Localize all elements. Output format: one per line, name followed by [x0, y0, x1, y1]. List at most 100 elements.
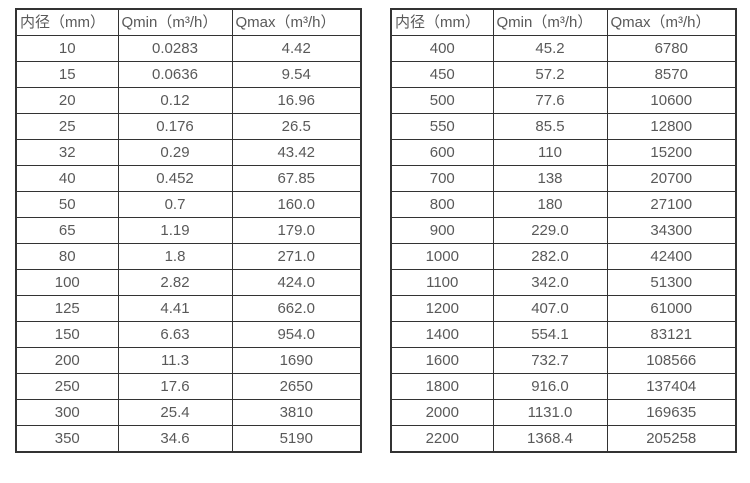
- table-cell: 5190: [231, 425, 362, 453]
- table-row: 1600 732.7 108566: [390, 347, 737, 374]
- table-row: 200 11.3 1690: [15, 347, 362, 374]
- table-cell: 34300: [606, 217, 737, 244]
- table-cell: 450: [390, 61, 494, 88]
- table-row: 1400 554.1 83121: [390, 321, 737, 348]
- table-row: 1800 916.0 137404: [390, 373, 737, 400]
- flow-table-large-diameters: 内径（mm） Qmin（m³/h） Qmax（m³/h） 400 45.2 6780…: [390, 8, 737, 453]
- table-cell: 25.4: [117, 399, 233, 426]
- table-cell: 17.6: [117, 373, 233, 400]
- table-cell: 40: [15, 165, 119, 192]
- table-cell: 25: [15, 113, 119, 140]
- table-row: 1100 342.0 51300: [390, 269, 737, 296]
- table-cell: 6.63: [117, 321, 233, 348]
- table-cell: 200: [15, 347, 119, 374]
- table-cell: 954.0: [231, 321, 362, 348]
- table-body: 400 45.2 6780 450 57.2 8570 500 77.6 10600 550 85.…: [390, 35, 737, 453]
- table-cell: 1131.0: [492, 399, 608, 426]
- table-cell: 407.0: [492, 295, 608, 322]
- table-header-row: 内径（mm） Qmin（m³/h） Qmax（m³/h）: [390, 8, 737, 36]
- table-cell: 1000: [390, 243, 494, 270]
- table-cell: 2200: [390, 425, 494, 453]
- table-cell: 80: [15, 243, 119, 270]
- table-row: 50 0.7 160.0: [15, 191, 362, 218]
- table-cell: 550: [390, 113, 494, 140]
- table-cell: 900: [390, 217, 494, 244]
- table-cell: 1400: [390, 321, 494, 348]
- table-cell: 1.19: [117, 217, 233, 244]
- table-cell: 1.8: [117, 243, 233, 270]
- table-row: 2000 1131.0 169635: [390, 399, 737, 426]
- table-cell: 85.5: [492, 113, 608, 140]
- table-cell: 110: [492, 139, 608, 166]
- table-cell: 4.42: [231, 35, 362, 62]
- table-cell: 2.82: [117, 269, 233, 296]
- flow-table-small-diameters: 内径（mm） Qmin（m³/h） Qmax（m³/h） 10 0.0283 4.4…: [15, 8, 362, 453]
- table-cell: 732.7: [492, 347, 608, 374]
- table-cell: 10600: [606, 87, 737, 114]
- table-cell: 342.0: [492, 269, 608, 296]
- table-cell: 11.3: [117, 347, 233, 374]
- table-cell: 9.54: [231, 61, 362, 88]
- table-row: 65 1.19 179.0: [15, 217, 362, 244]
- table-row: 300 25.4 3810: [15, 399, 362, 426]
- table-row: 125 4.41 662.0: [15, 295, 362, 322]
- table-row: 80 1.8 271.0: [15, 243, 362, 270]
- header-qmin: Qmin（m³/h）: [492, 8, 608, 36]
- table-cell: 10: [15, 35, 119, 62]
- table-cell: 1368.4: [492, 425, 608, 453]
- table-cell: 800: [390, 191, 494, 218]
- table-row: 2200 1368.4 205258: [390, 425, 737, 453]
- table-row: 800 180 27100: [390, 191, 737, 218]
- table-cell: 250: [15, 373, 119, 400]
- table-cell: 138: [492, 165, 608, 192]
- table-cell: 67.85: [231, 165, 362, 192]
- table-cell: 0.29: [117, 139, 233, 166]
- table-cell: 1200: [390, 295, 494, 322]
- table-row: 32 0.29 43.42: [15, 139, 362, 166]
- header-qmin: Qmin（m³/h）: [117, 8, 233, 36]
- table-row: 15 0.0636 9.54: [15, 61, 362, 88]
- table-cell: 600: [390, 139, 494, 166]
- table-cell: 0.0283: [117, 35, 233, 62]
- table-row: 550 85.5 12800: [390, 113, 737, 140]
- table-cell: 125: [15, 295, 119, 322]
- table-header-row: 内径（mm） Qmin（m³/h） Qmax（m³/h）: [15, 8, 362, 36]
- table-cell: 20700: [606, 165, 737, 192]
- table-cell: 61000: [606, 295, 737, 322]
- table-cell: 16.96: [231, 87, 362, 114]
- table-row: 250 17.6 2650: [15, 373, 362, 400]
- table-cell: 0.0636: [117, 61, 233, 88]
- table-row: 600 110 15200: [390, 139, 737, 166]
- table-body: 10 0.0283 4.42 15 0.0636 9.54 20 0.12 16.96 25 0.1…: [15, 35, 362, 453]
- table-cell: 43.42: [231, 139, 362, 166]
- header-qmax: Qmax（m³/h）: [231, 8, 362, 36]
- table-cell: 34.6: [117, 425, 233, 453]
- table-cell: 12800: [606, 113, 737, 140]
- table-row: 100 2.82 424.0: [15, 269, 362, 296]
- table-cell: 83121: [606, 321, 737, 348]
- table-cell: 350: [15, 425, 119, 453]
- table-cell: 0.7: [117, 191, 233, 218]
- table-cell: 32: [15, 139, 119, 166]
- table-cell: 1100: [390, 269, 494, 296]
- table-cell: 51300: [606, 269, 737, 296]
- table-cell: 108566: [606, 347, 737, 374]
- table-cell: 554.1: [492, 321, 608, 348]
- table-row: 500 77.6 10600: [390, 87, 737, 114]
- table-row: 20 0.12 16.96: [15, 87, 362, 114]
- table-cell: 137404: [606, 373, 737, 400]
- table-row: 25 0.176 26.5: [15, 113, 362, 140]
- table-row: 40 0.452 67.85: [15, 165, 362, 192]
- table-cell: 1800: [390, 373, 494, 400]
- table-row: 10 0.0283 4.42: [15, 35, 362, 62]
- table-cell: 0.452: [117, 165, 233, 192]
- table-cell: 205258: [606, 425, 737, 453]
- table-cell: 229.0: [492, 217, 608, 244]
- table-cell: 65: [15, 217, 119, 244]
- header-qmax: Qmax（m³/h）: [606, 8, 737, 36]
- table-cell: 26.5: [231, 113, 362, 140]
- table-cell: 160.0: [231, 191, 362, 218]
- table-cell: 42400: [606, 243, 737, 270]
- table-cell: 1600: [390, 347, 494, 374]
- table-cell: 77.6: [492, 87, 608, 114]
